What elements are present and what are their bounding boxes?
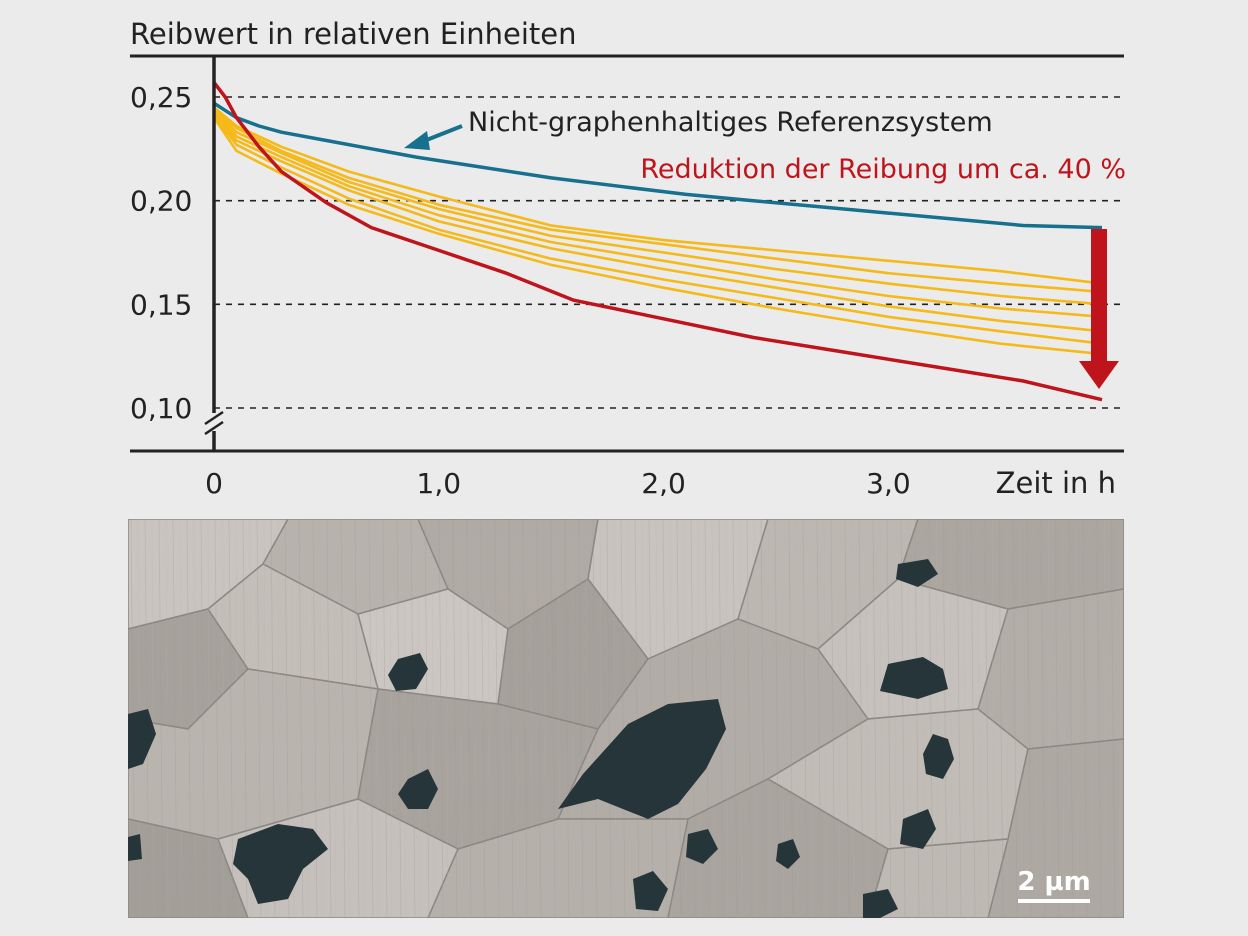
series-line-test [213,106,1103,294]
series-group [212,81,1103,402]
scale-bar: 2 µm [1017,867,1091,903]
x-tick-labels: 0 1,0 2,0 3,0 [205,467,911,500]
y-axis-title: Reibwert in relativen Einheiten [130,17,577,51]
reference-annotation: Nicht-graphenhaltiges Referenzsystem [404,107,993,150]
graphene-particles [128,559,954,918]
series-line-reference [213,101,1103,230]
series-line-reduced [212,81,1103,402]
y-tick-label: 0,20 [130,185,192,218]
y-tick-label: 0,10 [130,392,192,425]
scale-bar-line [1018,899,1090,903]
reduction-arrow-icon [1079,361,1119,389]
reference-arrow-icon [423,124,463,143]
y-tick-label: 0,15 [130,288,192,321]
reduction-label: Reduktion der Reibung um ca. 40 % [640,154,1126,185]
x-tick-label: 1,0 [417,467,462,500]
series-line-test [213,108,1103,306]
scale-bar-label: 2 µm [1017,867,1090,897]
reference-arrowhead-icon [404,131,430,150]
reduction-annotation: Reduktion der Reibung um ca. 40 % [640,154,1126,389]
y-tick-label: 0,25 [130,81,192,114]
series-line-test [212,114,1103,345]
x-tick-label: 2,0 [641,467,686,500]
series-line-test [213,112,1103,333]
series-line-test [213,110,1103,319]
axis-break-icon [204,410,224,436]
reduction-arrow-shaft [1091,229,1107,363]
x-tick-label: 3,0 [866,467,911,500]
y-tick-labels: 0,25 0,20 0,15 0,10 [130,81,192,425]
series-line-test [212,116,1103,356]
sem-micrograph: 2 µm [128,519,1124,918]
x-axis-title: Zeit in h [996,466,1116,500]
friction-chart: Reibwert in relativen Einheiten 0,25 0,20… [130,17,1126,500]
reference-label: Nicht-graphenhaltiges Referenzsystem [468,107,993,138]
series-line-test [213,106,1103,285]
x-tick-label: 0 [205,467,223,500]
